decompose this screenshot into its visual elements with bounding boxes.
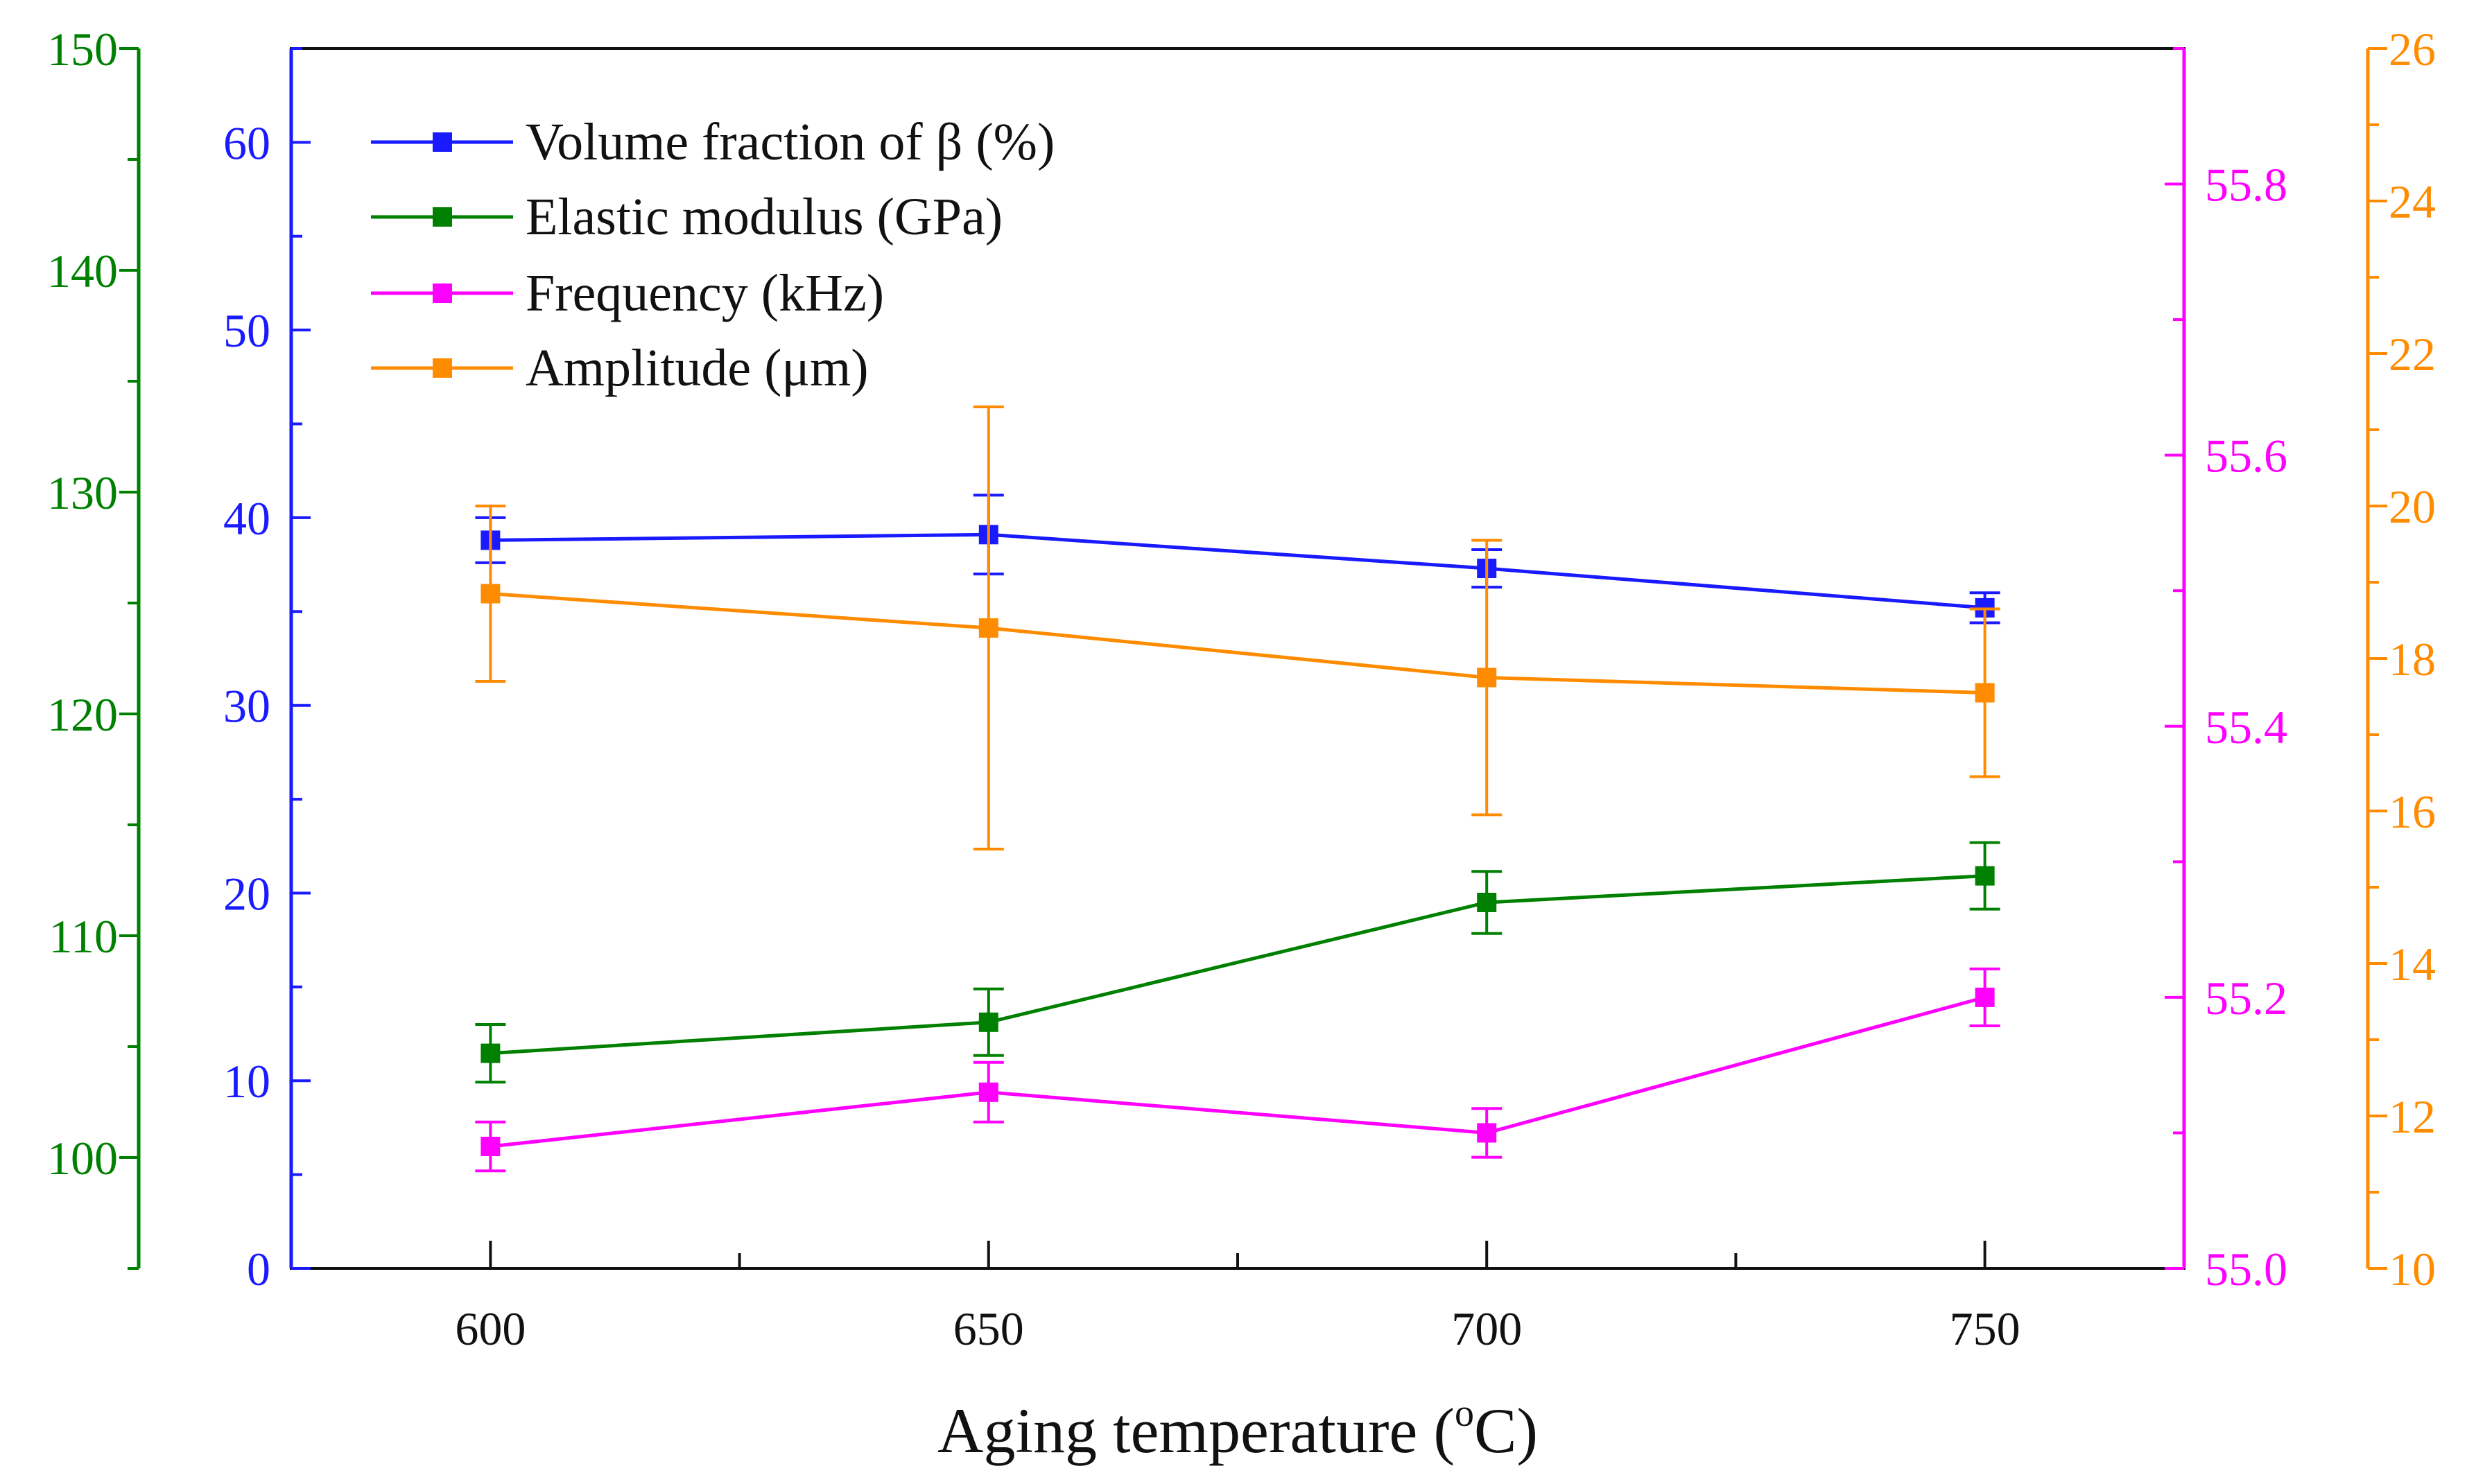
series-line-volume bbox=[490, 532, 1985, 610]
series-volume bbox=[475, 494, 2000, 625]
legend-item-volume: Volume fraction of β (%) bbox=[371, 113, 1055, 171]
frequency-tick-label: 55.8 bbox=[2205, 159, 2287, 211]
series-line-frequency bbox=[490, 995, 1986, 1149]
legend-item-modulus: Elastic modulus (GPa) bbox=[371, 188, 1003, 246]
x-axis-title-pre: Aging temperature ( bbox=[937, 1395, 1455, 1466]
data-point bbox=[1477, 667, 1497, 688]
amplitude-tick-label: 16 bbox=[2389, 785, 2436, 838]
series-modulus bbox=[475, 841, 2000, 1084]
data-point bbox=[978, 1082, 998, 1102]
volume-tick-label: 30 bbox=[223, 680, 270, 733]
legend: Volume fraction of β (%) Elastic modulus… bbox=[371, 113, 1055, 397]
x-axis-title-post: C) bbox=[1474, 1395, 1538, 1466]
volume-tick-label: 0 bbox=[247, 1243, 270, 1295]
data-point bbox=[1975, 987, 1995, 1007]
data-point bbox=[1975, 683, 1995, 703]
modulus-tick-label: 140 bbox=[47, 245, 118, 297]
data-point bbox=[978, 618, 998, 638]
legend-label-amplitude: Amplitude (μm) bbox=[526, 339, 869, 397]
x-tick-label: 600 bbox=[455, 1302, 526, 1355]
series-line-modulus bbox=[490, 874, 1985, 1056]
legend-marker-volume bbox=[433, 132, 452, 152]
legend-marker-modulus bbox=[433, 207, 452, 227]
data-point bbox=[481, 1043, 501, 1063]
legend-label-volume: Volume fraction of β (%) bbox=[526, 113, 1055, 171]
data-point bbox=[978, 1012, 998, 1032]
legend-marker-frequency bbox=[433, 283, 452, 303]
x-axis-title-sup: o bbox=[1455, 1392, 1474, 1435]
amplitude-tick-label: 12 bbox=[2389, 1090, 2436, 1143]
modulus-tick-label: 110 bbox=[49, 910, 118, 963]
y-axis-volume: 0 10 20 30 40 50 60 bbox=[223, 47, 311, 1295]
data-point bbox=[1975, 866, 1995, 886]
frequency-tick-label: 55.2 bbox=[2205, 972, 2287, 1024]
legend-item-amplitude: Amplitude (μm) bbox=[371, 339, 869, 397]
x-tick-label: 700 bbox=[1451, 1302, 1522, 1355]
legend-label-frequency: Frequency (kHz) bbox=[526, 264, 884, 322]
amplitude-tick-label: 14 bbox=[2389, 938, 2436, 990]
legend-label-modulus: Elastic modulus (GPa) bbox=[526, 188, 1003, 246]
volume-tick-label: 50 bbox=[223, 304, 270, 357]
y-axis-amplitude: 10 12 14 16 18 20 22 24 26 bbox=[2368, 23, 2436, 1295]
data-point bbox=[1477, 893, 1497, 912]
legend-marker-amplitude bbox=[433, 358, 452, 378]
data-point bbox=[481, 1137, 501, 1156]
modulus-tick-label: 120 bbox=[47, 688, 118, 741]
data-point bbox=[1477, 1123, 1497, 1143]
legend-item-frequency: Frequency (kHz) bbox=[371, 264, 884, 322]
amplitude-tick-label: 10 bbox=[2389, 1243, 2436, 1295]
volume-tick-label: 20 bbox=[223, 867, 270, 920]
modulus-tick-label: 100 bbox=[47, 1132, 118, 1185]
y-axis-frequency: 55.0 55.2 55.4 55.6 55.8 bbox=[2165, 47, 2287, 1295]
amplitude-tick-label: 22 bbox=[2389, 328, 2436, 381]
amplitude-tick-label: 20 bbox=[2389, 480, 2436, 533]
volume-tick-label: 40 bbox=[223, 492, 270, 545]
x-tick-label: 650 bbox=[953, 1302, 1024, 1355]
y-axis-modulus: 100 110 120 130 140 150 bbox=[47, 23, 139, 1270]
amplitude-tick-label: 18 bbox=[2389, 633, 2436, 686]
frequency-tick-label: 55.6 bbox=[2205, 430, 2287, 482]
volume-tick-label: 10 bbox=[223, 1055, 270, 1108]
volume-tick-label: 60 bbox=[223, 116, 270, 169]
x-axis-title: Aging temperature (oC) bbox=[937, 1392, 1538, 1466]
amplitude-tick-label: 24 bbox=[2389, 175, 2436, 228]
modulus-tick-label: 130 bbox=[47, 466, 118, 519]
data-point bbox=[481, 584, 501, 604]
series-amplitude bbox=[475, 405, 2000, 850]
series-frequency bbox=[475, 967, 2000, 1173]
frequency-tick-label: 55.0 bbox=[2205, 1243, 2287, 1295]
x-tick-label: 750 bbox=[1950, 1302, 2020, 1355]
x-axis: 600 650 700 750 bbox=[455, 1241, 2020, 1355]
frequency-tick-label: 55.4 bbox=[2205, 701, 2287, 753]
amplitude-tick-label: 26 bbox=[2389, 23, 2436, 76]
modulus-tick-label: 150 bbox=[47, 23, 118, 76]
series-layer bbox=[475, 405, 2000, 1173]
series-line-amplitude bbox=[490, 592, 1985, 695]
